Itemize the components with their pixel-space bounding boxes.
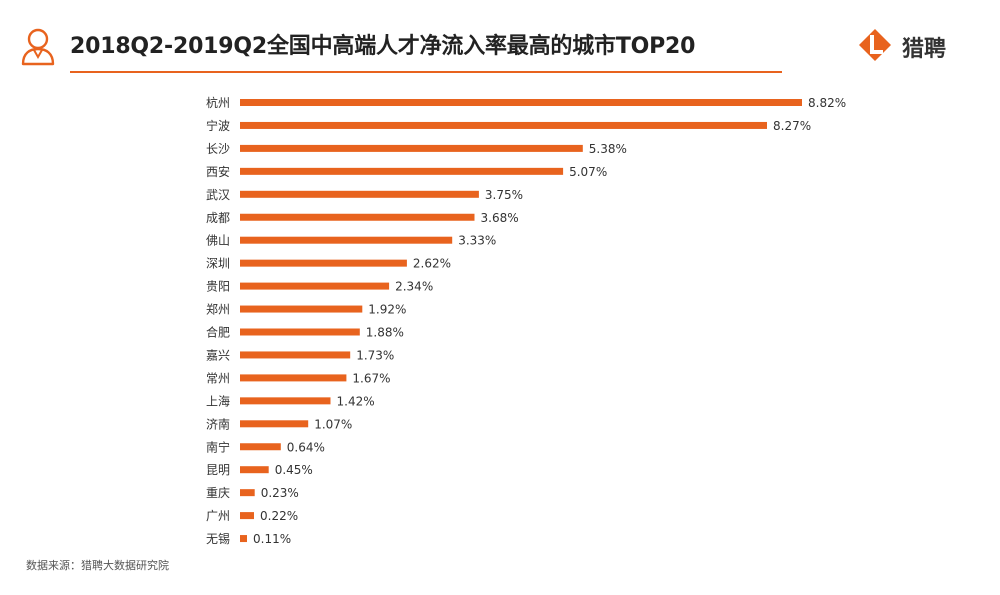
category-label: 重庆: [206, 486, 230, 500]
category-label: 深圳: [206, 257, 230, 271]
value-label: 1.42%: [337, 394, 375, 408]
category-label: 武汉: [206, 188, 230, 202]
bar: [240, 374, 347, 382]
bar: [240, 512, 254, 520]
value-label: 1.73%: [356, 348, 394, 362]
value-label: 0.22%: [260, 509, 298, 523]
bar: [240, 144, 583, 152]
value-label: 3.75%: [485, 188, 523, 202]
value-label: 0.11%: [253, 532, 291, 546]
bar: [240, 236, 453, 244]
data-source: 数据来源：猎聘大数据研究院: [26, 559, 169, 572]
value-label: 8.27%: [773, 119, 811, 133]
bar: [240, 397, 331, 405]
bar: [240, 190, 479, 198]
liepin-logo-icon: [859, 29, 891, 61]
title-underline: [70, 71, 782, 73]
value-label: 0.64%: [287, 440, 325, 454]
category-label: 贵阳: [206, 280, 230, 294]
value-label: 3.68%: [481, 211, 519, 225]
value-label: 5.38%: [589, 142, 627, 156]
category-label: 杭州: [206, 95, 230, 110]
value-label: 1.07%: [314, 417, 352, 431]
bar: [240, 282, 390, 290]
bar: [240, 351, 351, 359]
value-label: 2.62%: [413, 257, 451, 271]
value-label: 1.88%: [366, 326, 404, 340]
value-label: 3.33%: [458, 234, 496, 248]
category-label: 济南: [206, 416, 230, 431]
chart-title: 2018Q2-2019Q2全国中高端人才净流入率最高的城市TOP20: [70, 34, 696, 59]
bar: [240, 121, 767, 129]
bar: [240, 305, 363, 313]
value-label: 8.82%: [808, 96, 846, 110]
category-label: 常州: [206, 371, 230, 385]
category-label: 长沙: [206, 142, 230, 156]
value-label: 5.07%: [569, 165, 607, 179]
category-label: 昆明: [206, 463, 230, 477]
value-label: 2.34%: [395, 280, 433, 294]
category-label: 宁波: [206, 118, 230, 133]
category-label: 无锡: [206, 531, 230, 546]
logo-text: 猎聘: [902, 37, 947, 62]
bar: [240, 99, 802, 106]
bar: [240, 466, 269, 474]
bar: [240, 167, 564, 175]
category-label: 佛山: [206, 234, 230, 248]
value-label: 0.23%: [261, 486, 299, 500]
category-label: 南宁: [206, 439, 230, 454]
value-label: 1.92%: [368, 303, 406, 317]
bar: [240, 489, 255, 497]
category-label: 合肥: [206, 325, 230, 340]
bar: [240, 535, 247, 543]
category-label: 成都: [206, 211, 230, 225]
bar: [240, 259, 407, 267]
person-icon: [21, 28, 55, 66]
value-label: 0.45%: [275, 463, 313, 477]
category-label: 西安: [206, 164, 230, 179]
bar: [240, 443, 281, 451]
header: 2018Q2-2019Q2全国中高端人才净流入率最高的城市TOP20 猎聘: [0, 0, 1000, 80]
bar: [240, 213, 475, 221]
bar-chart: 杭州 8.82% 宁波 8.27% 长沙 5.38% 西安 5.07% 武汉 3.75% 成都 3.6…: [206, 95, 846, 546]
category-label: 广州: [206, 509, 230, 523]
category-label: 上海: [206, 393, 230, 408]
bar: [240, 420, 309, 428]
value-label: 1.67%: [352, 371, 390, 385]
category-label: 嘉兴: [206, 348, 230, 362]
bar: [240, 328, 360, 336]
category-label: 郑州: [206, 302, 230, 317]
